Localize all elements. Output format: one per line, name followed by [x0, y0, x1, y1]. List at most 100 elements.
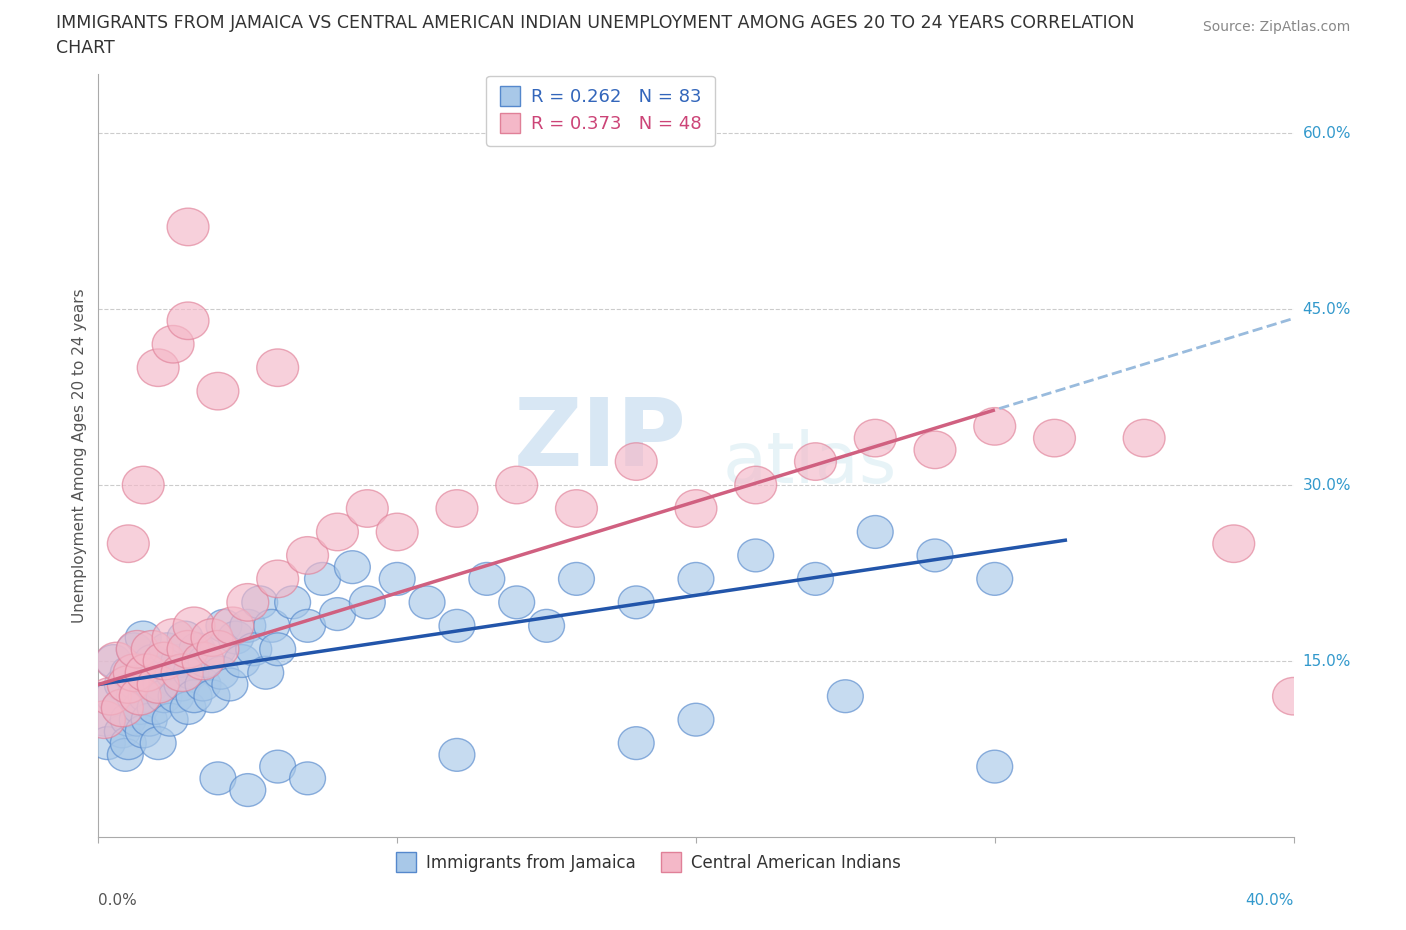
Ellipse shape	[135, 644, 170, 677]
Ellipse shape	[131, 631, 173, 668]
Ellipse shape	[107, 525, 149, 563]
Ellipse shape	[120, 703, 155, 737]
Ellipse shape	[558, 563, 595, 595]
Ellipse shape	[917, 539, 953, 572]
Ellipse shape	[122, 466, 165, 504]
Ellipse shape	[143, 668, 179, 701]
Ellipse shape	[858, 515, 893, 549]
Ellipse shape	[274, 586, 311, 618]
Ellipse shape	[176, 680, 212, 712]
Ellipse shape	[207, 609, 242, 643]
Ellipse shape	[242, 586, 278, 618]
Ellipse shape	[855, 419, 896, 457]
Ellipse shape	[143, 643, 186, 680]
Ellipse shape	[247, 657, 284, 689]
Ellipse shape	[138, 692, 173, 724]
Ellipse shape	[186, 668, 221, 701]
Text: ZIP: ZIP	[515, 394, 686, 486]
Ellipse shape	[470, 563, 505, 595]
Ellipse shape	[155, 657, 191, 689]
Ellipse shape	[678, 703, 714, 737]
Ellipse shape	[236, 632, 271, 666]
Ellipse shape	[735, 466, 776, 504]
Ellipse shape	[377, 513, 418, 551]
Ellipse shape	[350, 586, 385, 618]
Ellipse shape	[135, 668, 170, 701]
Ellipse shape	[87, 703, 122, 737]
Ellipse shape	[499, 586, 534, 618]
Ellipse shape	[675, 490, 717, 527]
Ellipse shape	[122, 692, 159, 724]
Ellipse shape	[104, 715, 141, 748]
Ellipse shape	[827, 680, 863, 712]
Ellipse shape	[149, 632, 186, 666]
Ellipse shape	[794, 443, 837, 480]
Ellipse shape	[254, 609, 290, 643]
Ellipse shape	[290, 609, 326, 643]
Ellipse shape	[200, 762, 236, 795]
Ellipse shape	[439, 738, 475, 771]
Text: 0.0%: 0.0%	[98, 894, 138, 909]
Ellipse shape	[260, 751, 295, 783]
Ellipse shape	[152, 618, 194, 657]
Ellipse shape	[212, 607, 254, 644]
Ellipse shape	[257, 349, 298, 387]
Ellipse shape	[152, 703, 188, 737]
Ellipse shape	[125, 621, 162, 654]
Ellipse shape	[231, 609, 266, 643]
Ellipse shape	[167, 208, 209, 246]
Y-axis label: Unemployment Among Ages 20 to 24 years: Unemployment Among Ages 20 to 24 years	[72, 288, 87, 623]
Ellipse shape	[159, 680, 194, 712]
Ellipse shape	[110, 657, 146, 689]
Ellipse shape	[104, 668, 141, 701]
Ellipse shape	[974, 407, 1015, 445]
Ellipse shape	[114, 654, 155, 692]
Ellipse shape	[197, 372, 239, 410]
Ellipse shape	[977, 563, 1012, 595]
Ellipse shape	[120, 668, 155, 701]
Ellipse shape	[165, 668, 200, 701]
Ellipse shape	[287, 537, 329, 574]
Ellipse shape	[167, 621, 202, 654]
Ellipse shape	[110, 726, 146, 760]
Text: atlas: atlas	[723, 429, 897, 498]
Ellipse shape	[616, 443, 657, 480]
Ellipse shape	[409, 586, 446, 618]
Ellipse shape	[1213, 525, 1254, 563]
Ellipse shape	[170, 692, 207, 724]
Ellipse shape	[439, 609, 475, 643]
Text: Source: ZipAtlas.com: Source: ZipAtlas.com	[1202, 20, 1350, 34]
Ellipse shape	[319, 598, 356, 631]
Ellipse shape	[218, 621, 254, 654]
Ellipse shape	[224, 644, 260, 677]
Ellipse shape	[96, 643, 138, 680]
Ellipse shape	[110, 703, 146, 737]
Ellipse shape	[83, 701, 125, 738]
Text: 45.0%: 45.0%	[1302, 301, 1351, 316]
Ellipse shape	[138, 349, 179, 387]
Ellipse shape	[125, 654, 167, 692]
Ellipse shape	[131, 703, 167, 737]
Ellipse shape	[202, 657, 239, 689]
Ellipse shape	[167, 302, 209, 339]
Ellipse shape	[380, 563, 415, 595]
Ellipse shape	[1272, 677, 1315, 715]
Text: 40.0%: 40.0%	[1246, 894, 1294, 909]
Ellipse shape	[231, 774, 266, 806]
Ellipse shape	[188, 644, 224, 677]
Ellipse shape	[738, 539, 773, 572]
Ellipse shape	[173, 607, 215, 644]
Ellipse shape	[1033, 419, 1076, 457]
Ellipse shape	[146, 680, 183, 712]
Ellipse shape	[167, 631, 209, 668]
Ellipse shape	[117, 680, 152, 712]
Ellipse shape	[496, 466, 537, 504]
Text: 30.0%: 30.0%	[1302, 477, 1351, 493]
Ellipse shape	[335, 551, 370, 584]
Ellipse shape	[107, 666, 149, 703]
Ellipse shape	[226, 584, 269, 621]
Ellipse shape	[183, 643, 224, 680]
Ellipse shape	[305, 563, 340, 595]
Ellipse shape	[179, 632, 215, 666]
Text: IMMIGRANTS FROM JAMAICA VS CENTRAL AMERICAN INDIAN UNEMPLOYMENT AMONG AGES 20 TO: IMMIGRANTS FROM JAMAICA VS CENTRAL AMERI…	[56, 14, 1135, 32]
